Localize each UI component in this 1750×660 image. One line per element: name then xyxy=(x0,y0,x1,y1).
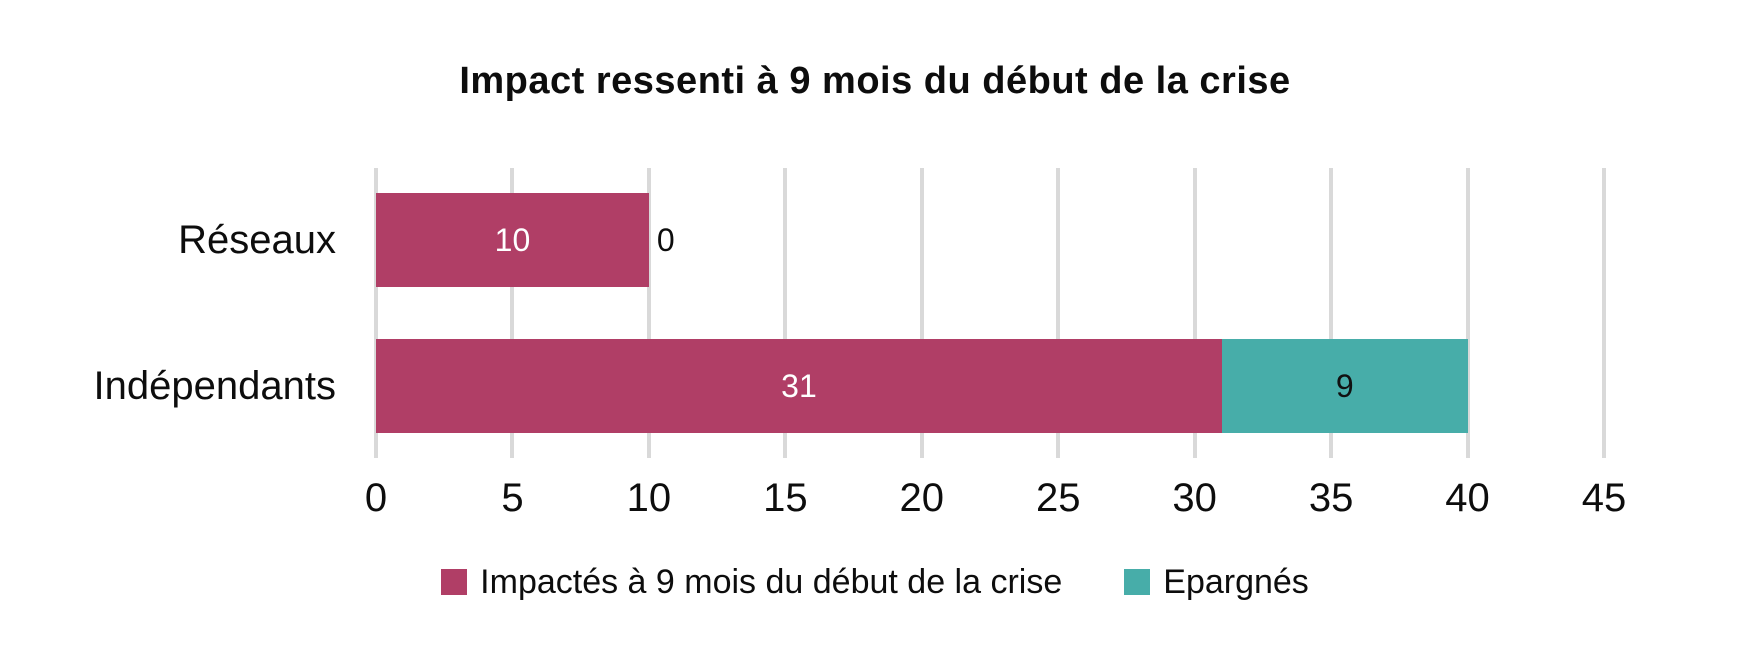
chart-title: Impact ressenti à 9 mois du début de la … xyxy=(459,60,1291,102)
gridline xyxy=(1192,168,1197,458)
x-tick-label: 45 xyxy=(1581,476,1627,520)
gridline xyxy=(1465,168,1470,458)
x-tick-label: 15 xyxy=(763,476,808,520)
legend: Impactés à 9 mois du début de la crise Ep… xyxy=(0,552,1750,612)
gridline xyxy=(1329,168,1334,458)
legend-label: Epargnés xyxy=(1163,562,1309,601)
x-tick-label: 0 xyxy=(364,476,388,520)
gridline xyxy=(783,168,788,458)
plot-area: 10 0 31 9 xyxy=(374,168,1606,458)
bar-value-label: 31 xyxy=(781,368,817,404)
bar-value-label: 9 xyxy=(1335,368,1354,404)
category-label: Indépendants xyxy=(93,363,336,408)
x-tick-label: 10 xyxy=(626,476,672,520)
legend-label: Impactés à 9 mois du début de la crise xyxy=(480,562,1063,601)
bar-value-label: 10 xyxy=(494,222,531,258)
bar-segment: 31 xyxy=(376,339,1222,433)
gridline xyxy=(510,168,515,458)
category-label: Réseaux xyxy=(178,217,336,262)
gridline xyxy=(1056,168,1061,458)
gridline xyxy=(646,168,651,458)
x-tick-label: 25 xyxy=(1035,476,1081,520)
legend-item: Impactés à 9 mois du début de la crise xyxy=(441,563,1062,602)
x-tick-label: 40 xyxy=(1445,476,1490,520)
legend-swatch xyxy=(441,569,468,595)
x-tick-label: 35 xyxy=(1308,476,1354,520)
x-tick-label: 30 xyxy=(1172,476,1217,520)
x-axis: 0 5 10 15 20 25 30 35 40 45 xyxy=(0,476,1750,526)
bar-segment: 9 xyxy=(1221,339,1468,433)
legend-item: Epargnés xyxy=(1124,563,1309,602)
legend-swatch xyxy=(1124,569,1151,595)
x-tick-label: 5 xyxy=(501,476,524,520)
x-tick-label: 20 xyxy=(899,476,945,520)
bar-value-label-outside: 0 xyxy=(656,221,675,258)
gridline xyxy=(919,168,924,458)
bar-segment: 10 xyxy=(376,193,649,287)
gridline xyxy=(1602,168,1606,458)
gridline xyxy=(374,168,378,458)
